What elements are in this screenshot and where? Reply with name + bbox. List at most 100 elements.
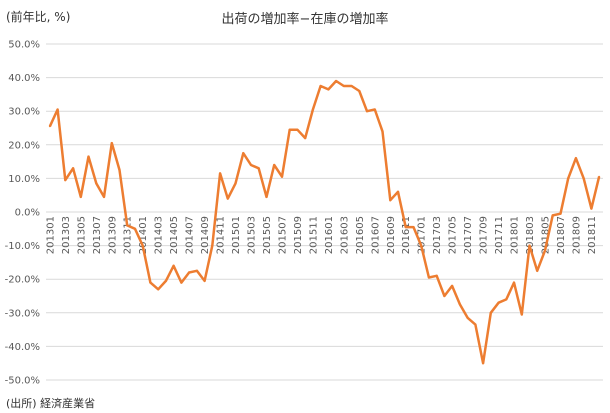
data-point [590, 207, 593, 210]
data-point [574, 157, 577, 160]
data-point [288, 128, 291, 131]
data-point [443, 295, 446, 297]
data-point [242, 152, 245, 155]
x-tick-label: 201607 [370, 216, 381, 254]
data-point [544, 249, 546, 252]
chart-title: 出荷の増加率−在庫の増加率 [221, 12, 389, 27]
data-point [281, 175, 283, 178]
data-point [149, 281, 152, 284]
x-tick-label: 201611 [401, 216, 412, 254]
data-point [157, 288, 160, 291]
x-tick-label: 201307 [92, 216, 103, 254]
data-point [265, 195, 268, 198]
x-tick-label: 201801 [510, 216, 521, 254]
data-point [381, 130, 384, 133]
data-point [397, 190, 399, 193]
x-tick-label: 201407 [185, 216, 196, 254]
x-tick-label: 201807 [556, 216, 567, 254]
series-line [48, 79, 601, 365]
x-tick-label: 201501 [231, 216, 242, 254]
data-point [420, 244, 423, 247]
x-tick-label: 201305 [76, 216, 87, 254]
y-tick-label: 50.0% [8, 40, 40, 51]
y-tick-label: 20.0% [8, 140, 40, 151]
x-tick-label: 201311 [123, 216, 134, 254]
y-tick-label: -50.0% [5, 376, 40, 387]
data-point [126, 224, 129, 227]
data-point [87, 155, 90, 158]
x-tick-label: 201509 [293, 216, 304, 254]
data-point [72, 167, 75, 170]
data-point [404, 226, 407, 229]
data-point [134, 227, 136, 230]
data-point [118, 169, 121, 171]
data-point [226, 197, 229, 200]
data-point [373, 108, 376, 111]
x-tick-label: 201309 [107, 216, 118, 254]
x-tick-label: 201303 [61, 216, 72, 254]
data-point [103, 195, 105, 198]
data-point [180, 281, 183, 284]
data-point [257, 167, 260, 170]
x-tick-label: 201701 [417, 216, 428, 254]
source-label: (出所) 経済産業省 [6, 397, 96, 410]
x-tick-label: 201301 [45, 216, 56, 254]
y-tick-label: -20.0% [5, 275, 40, 286]
x-tick-label: 201707 [463, 216, 474, 254]
x-tick-label: 201811 [587, 216, 598, 254]
x-tick-label: 201705 [448, 216, 459, 254]
data-point [48, 125, 51, 128]
series-line-group [48, 79, 601, 365]
unit-label: (前年比, %) [6, 10, 71, 24]
data-point [412, 226, 415, 229]
data-point [366, 110, 368, 113]
y-tick-label: -30.0% [5, 308, 40, 319]
x-tick-label: 201803 [525, 216, 536, 254]
data-point [304, 137, 307, 140]
data-point [350, 85, 353, 87]
data-point [172, 264, 175, 267]
x-axis-ticks: 201301 201303 201305 201307 201309 201311 2014… [45, 216, 598, 254]
data-point [582, 177, 585, 180]
data-point [327, 88, 330, 91]
y-tick-label: 30.0% [8, 107, 40, 118]
data-point [427, 276, 430, 279]
data-point [342, 85, 345, 87]
data-point [497, 301, 500, 304]
x-tick-label: 201503 [247, 216, 258, 254]
data-point [110, 142, 113, 145]
x-tick-label: 201507 [277, 216, 288, 254]
line-chart: 50.0% 40.0% 30.0% 20.0% 10.0% 0.0% -10.0% -20.0… [5, 40, 603, 387]
data-point [211, 244, 214, 247]
x-tick-label: 201403 [154, 216, 165, 254]
data-point [188, 271, 191, 274]
data-point [451, 284, 454, 287]
gridlines [46, 43, 603, 381]
data-point [559, 212, 562, 215]
x-tick-label: 201809 [571, 216, 582, 254]
data-point [458, 303, 461, 306]
x-tick-label: 201401 [138, 216, 149, 254]
y-tick-label: 10.0% [8, 174, 40, 185]
y-tick-label: 0.0% [15, 208, 40, 219]
x-tick-label: 201711 [494, 216, 505, 254]
data-point [520, 313, 523, 316]
data-point [219, 172, 222, 175]
data-point [234, 182, 237, 185]
data-point [358, 90, 361, 92]
data-point [505, 298, 508, 301]
data-point [95, 182, 98, 185]
data-point [203, 279, 206, 282]
x-tick-label: 201601 [324, 216, 335, 254]
x-tick-label: 201609 [386, 216, 397, 254]
x-tick-label: 201605 [355, 216, 366, 254]
data-point [64, 179, 67, 182]
data-point [567, 177, 570, 180]
data-point [389, 199, 392, 202]
data-point [513, 281, 515, 284]
x-tick-label: 201411 [216, 216, 227, 254]
data-point [536, 269, 539, 272]
data-point [335, 80, 338, 82]
x-tick-label: 201709 [479, 216, 490, 254]
data-point [296, 128, 299, 131]
